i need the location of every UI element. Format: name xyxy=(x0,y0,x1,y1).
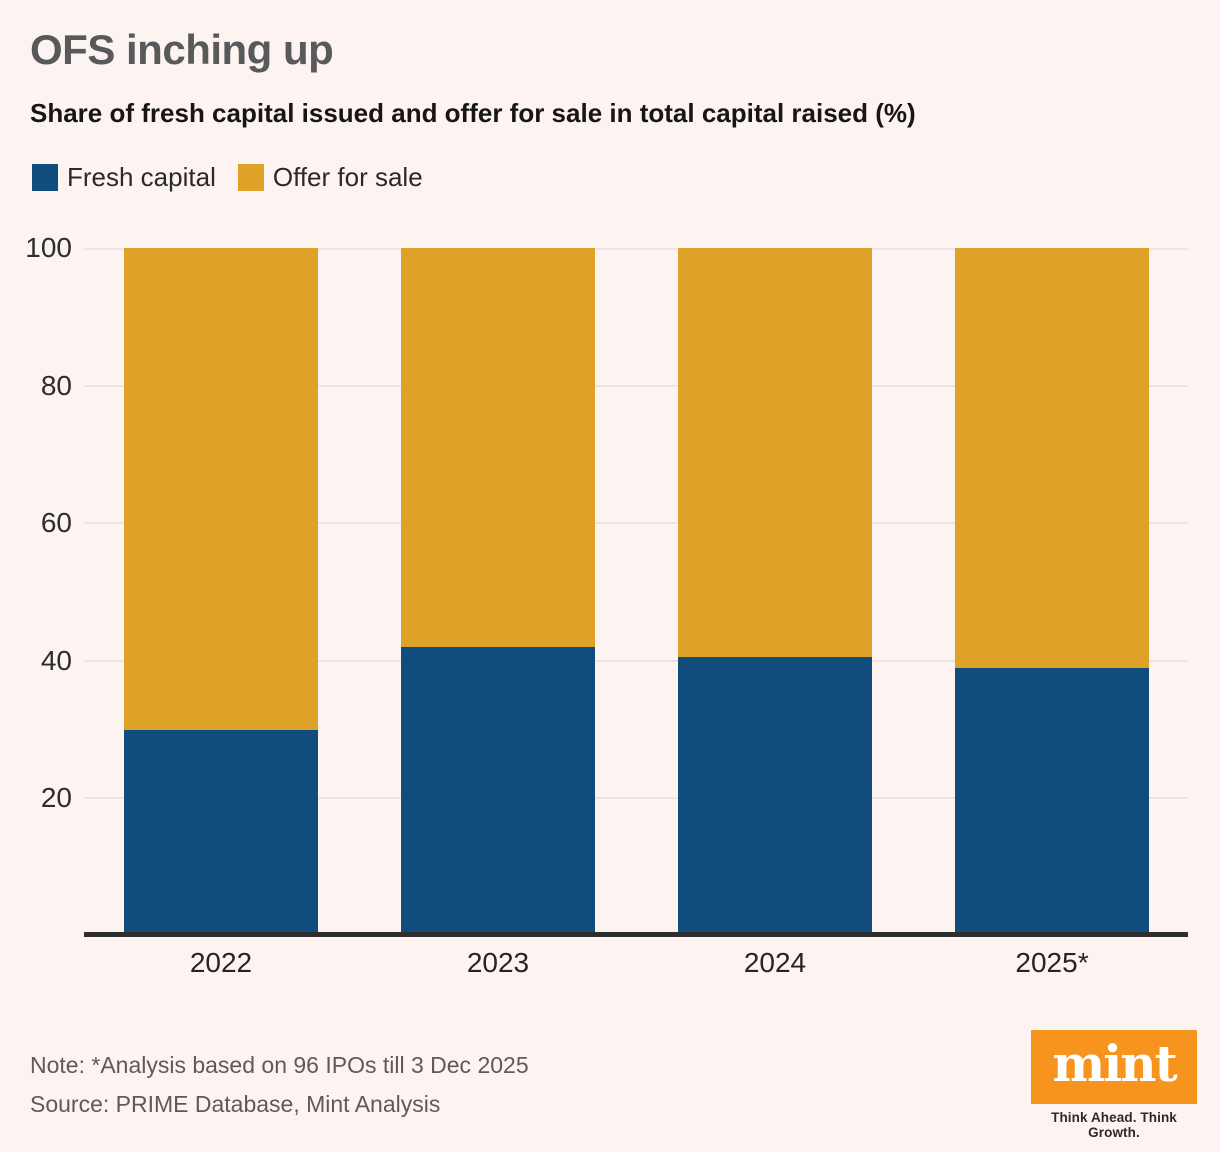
y-gridline xyxy=(84,384,1188,387)
legend-label: Fresh capital xyxy=(67,162,216,192)
bar-segment-fresh-capital xyxy=(124,729,318,936)
y-gridline xyxy=(84,797,1188,800)
bar-2025 xyxy=(955,248,1149,936)
y-tick-label: 80 xyxy=(40,369,72,401)
bar-segment-fresh-capital xyxy=(401,647,595,936)
legend-swatch xyxy=(32,164,58,191)
legend-item-fresh-capital: Fresh capital xyxy=(32,162,216,193)
note-text: Note: *Analysis based on 96 IPOs till 3 … xyxy=(30,1052,529,1078)
y-gridline xyxy=(84,659,1188,662)
bar-segment-offer-for-sale xyxy=(955,248,1149,668)
bar-segment-offer-for-sale xyxy=(401,248,595,648)
legend-swatch xyxy=(237,164,264,191)
y-tick-label: 60 xyxy=(40,507,72,539)
chart-title: OFS inching up xyxy=(30,26,334,73)
legend: Fresh capital Offer for sale xyxy=(32,162,423,193)
mint-logo: mint xyxy=(1031,1030,1197,1104)
legend-label: Offer for sale xyxy=(272,162,423,192)
y-tick-label: 20 xyxy=(40,782,72,814)
bar-segment-offer-for-sale xyxy=(678,248,872,658)
x-tick-label: 2024 xyxy=(743,947,807,978)
y-gridline xyxy=(84,248,1188,250)
chart-subtitle: Share of fresh capital issued and offer … xyxy=(30,98,916,128)
mint-logo-wordmark: mint xyxy=(1052,1034,1177,1093)
bar-2024 xyxy=(678,248,872,936)
bar-segment-fresh-capital xyxy=(678,657,872,936)
x-tick-label: 2022 xyxy=(189,947,253,978)
bar-segment-offer-for-sale xyxy=(124,248,318,730)
x-tick-label: 2025* xyxy=(1015,947,1089,978)
x-tick-label: 2023 xyxy=(466,947,530,978)
mint-tagline: Think Ahead. Think Growth. xyxy=(1051,1110,1177,1140)
plot-area xyxy=(84,248,1188,937)
bar-2023 xyxy=(401,248,595,936)
source-text: Source: PRIME Database, Mint Analysis xyxy=(30,1091,441,1117)
y-gridline xyxy=(84,522,1188,525)
legend-item-offer-for-sale: Offer for sale xyxy=(237,162,423,193)
bar-segment-fresh-capital xyxy=(955,667,1149,936)
y-tick-label: 100 xyxy=(25,232,72,263)
y-tick-label: 40 xyxy=(40,644,72,676)
x-axis-line xyxy=(84,932,1188,937)
bar-2022 xyxy=(124,248,318,936)
